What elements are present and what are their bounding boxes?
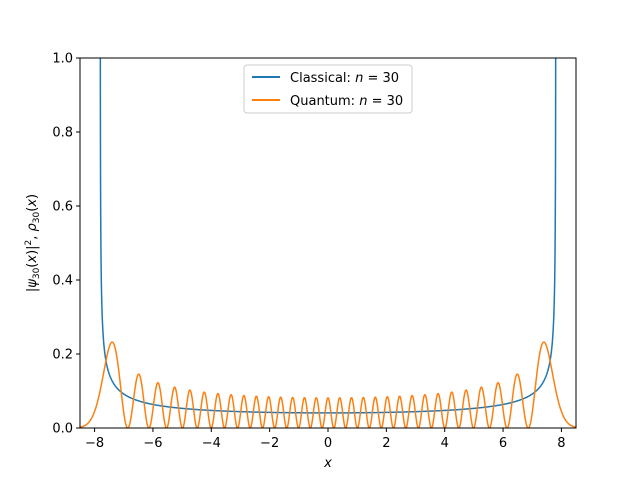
y-tick-label: 0.6 [52, 200, 73, 215]
legend-box [243, 64, 413, 114]
y-tick-label: 0.8 [52, 126, 73, 141]
y-tick-label: 0.4 [52, 274, 73, 289]
y-tick-label: 0.0 [52, 422, 73, 437]
x-tick-label: 8 [557, 436, 565, 451]
x-tick-label: 2 [382, 436, 390, 451]
x-tick-label: 4 [441, 436, 449, 451]
x-axis-label: x [323, 456, 332, 471]
x-tick-label: 6 [499, 436, 507, 451]
classical-line [99, 58, 557, 414]
legend: Classical: n = 30 Quantum: n = 30 [243, 64, 413, 114]
x-tick-label: −8 [85, 436, 104, 451]
y-tick-label: 1.0 [52, 52, 73, 67]
legend-label-classical: Classical: n = 30 [290, 71, 399, 86]
quantum-line [80, 341, 576, 428]
x-tick-label: −6 [143, 436, 162, 451]
y-tick-label: 0.2 [52, 348, 73, 363]
x-tick-label: 0 [324, 436, 332, 451]
series-layer [80, 58, 576, 428]
legend-label-quantum: Quantum: n = 30 [290, 94, 403, 109]
x-tick-label: −2 [260, 436, 279, 451]
ticks-layer: −8 −6 −4 −2 0 2 4 6 8 0.0 0.2 0.4 0.6 0.8 1.0 [52, 52, 565, 452]
x-tick-label: −4 [202, 436, 221, 451]
